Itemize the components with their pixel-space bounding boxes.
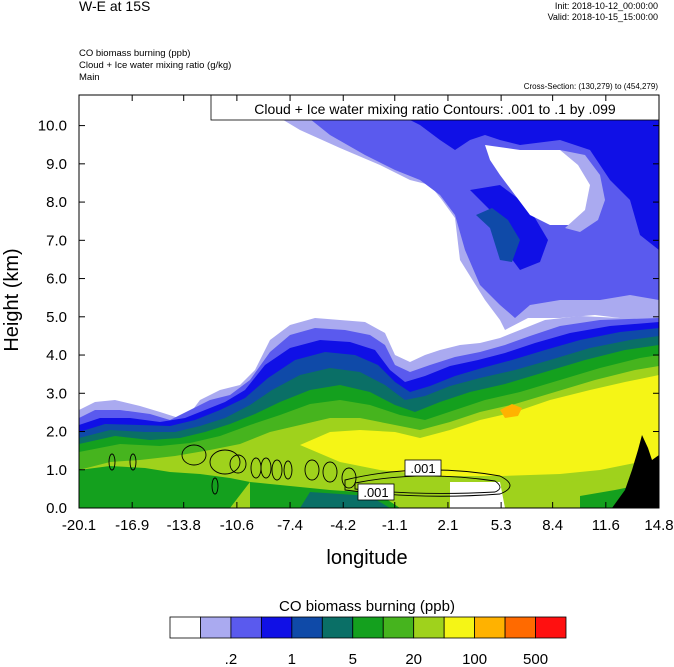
field-description-co: CO biomass burning (ppb) — [79, 48, 191, 59]
contour-line — [209, 449, 241, 475]
contour-note-box — [210, 94, 660, 121]
colorbar-swatch — [200, 616, 232, 639]
bl-orange-spot — [500, 404, 522, 418]
colorbar-swatch — [504, 616, 536, 639]
valid-time: Valid: 2018-10-15_15:00:00 — [547, 12, 658, 22]
y-tick-label: 1.0 — [46, 462, 67, 479]
plume-light-edge — [560, 150, 605, 232]
colorbar-swatch — [535, 616, 567, 639]
contour-line — [260, 457, 272, 479]
colorbar-swatch — [230, 616, 262, 639]
contour-line — [341, 467, 357, 489]
bottom-green-left — [79, 466, 250, 508]
y-tick-label: 0.0 — [46, 500, 67, 517]
colorbar-swatch — [352, 616, 384, 639]
cross-section-label: Cross-Section: (130,279) to (454,279) — [523, 82, 658, 91]
plume-gap — [485, 145, 600, 225]
colorbar-tick-label: 20 — [405, 651, 422, 667]
contour-line — [304, 459, 320, 481]
colorbar — [169, 616, 567, 639]
contour-label-box-2 — [357, 483, 395, 501]
contour-line — [283, 460, 293, 480]
contour-line — [271, 459, 283, 481]
colorbar-swatch — [443, 616, 476, 639]
plume-mid-blue — [290, 95, 659, 318]
x-axis: -20.1 -16.9 -13.8 -10.6 -7.4 -4.2 -1.1 2.1 5.3 8.… — [62, 95, 674, 534]
y-tick-label: 5.0 — [46, 309, 67, 326]
y-axis: 0.0 1.0 2.0 3.0 4.0 5.0 6.0 7.0 8.0 9.0 10.0 — [38, 118, 659, 517]
x-tick-label: -1.1 — [382, 517, 408, 534]
colorbar-swatch — [382, 616, 415, 639]
x-tick-label: 5.3 — [491, 517, 512, 534]
contour-line — [322, 461, 338, 483]
chart-title: W-E at 15S — [79, 0, 151, 14]
x-axis-label: longitude — [326, 547, 407, 569]
y-tick-label: 4.0 — [46, 347, 67, 364]
terrain — [612, 435, 659, 508]
x-tick-label: 2.1 — [438, 517, 459, 534]
colorbar-swatch — [413, 616, 445, 639]
field-description-cloud: Cloud + Ice water mixing ratio (g/kg) — [79, 60, 232, 71]
init-time: Init: 2018-10-12_00:00:00 — [554, 1, 658, 11]
plume-deep-blue — [310, 95, 659, 250]
colorbar-ticks: .2 1 5 20 100 500 — [225, 651, 548, 667]
y-tick-label: 9.0 — [46, 156, 67, 173]
colorbar-label: CO biomass burning (ppb) — [279, 598, 455, 615]
colorbar-swatch — [260, 616, 293, 639]
bl-yellow — [300, 375, 659, 476]
y-tick-label: 3.0 — [46, 385, 67, 402]
x-tick-label: 8.4 — [542, 517, 563, 534]
contour-note: Cloud + Ice water mixing ratio Contours:… — [254, 101, 616, 117]
y-tick-label: 6.0 — [46, 271, 67, 288]
plume-dark-core — [476, 208, 520, 262]
contour-line — [129, 453, 137, 471]
y-tick-label: 2.0 — [46, 424, 67, 441]
x-tick-label: -10.6 — [220, 517, 254, 534]
colorbar-tick-label: 500 — [523, 651, 548, 667]
plot-frame — [78, 94, 660, 509]
contour-line — [229, 454, 247, 474]
y-tick-label: 8.0 — [46, 194, 67, 211]
contour-label: .001 — [363, 485, 388, 500]
colorbar-swatch — [291, 616, 323, 639]
x-tick-label: -16.9 — [115, 517, 149, 534]
colorbar-swatch — [474, 616, 506, 639]
field-description-main: Main — [79, 72, 100, 83]
x-tick-label: -13.8 — [167, 517, 201, 534]
contour-label: .001 — [410, 461, 435, 476]
x-tick-label: -20.1 — [62, 517, 96, 534]
contour-label-box-1 — [404, 459, 442, 477]
x-tick-label: 11.6 — [592, 517, 620, 534]
y-tick-label: 7.0 — [46, 232, 67, 249]
x-tick-label: 14.8 — [644, 517, 673, 534]
colorbar-tick-label: 1 — [288, 651, 296, 667]
y-tick-label: 10.0 — [38, 118, 67, 135]
contour-line — [211, 477, 219, 495]
colorbar-swatch — [321, 616, 354, 639]
colorbar-tick-label: 5 — [349, 651, 357, 667]
contour-line — [181, 444, 207, 466]
heatmap-field — [79, 95, 659, 508]
y-axis-label: Height (km) — [1, 248, 23, 351]
colorbar-tick-label: .2 — [225, 651, 238, 667]
colorbar-tick-label: 100 — [462, 651, 487, 667]
colorbar-swatch — [169, 616, 201, 639]
x-tick-label: -4.2 — [330, 517, 356, 534]
x-tick-label: -7.4 — [277, 517, 303, 534]
contour-line — [108, 453, 116, 471]
